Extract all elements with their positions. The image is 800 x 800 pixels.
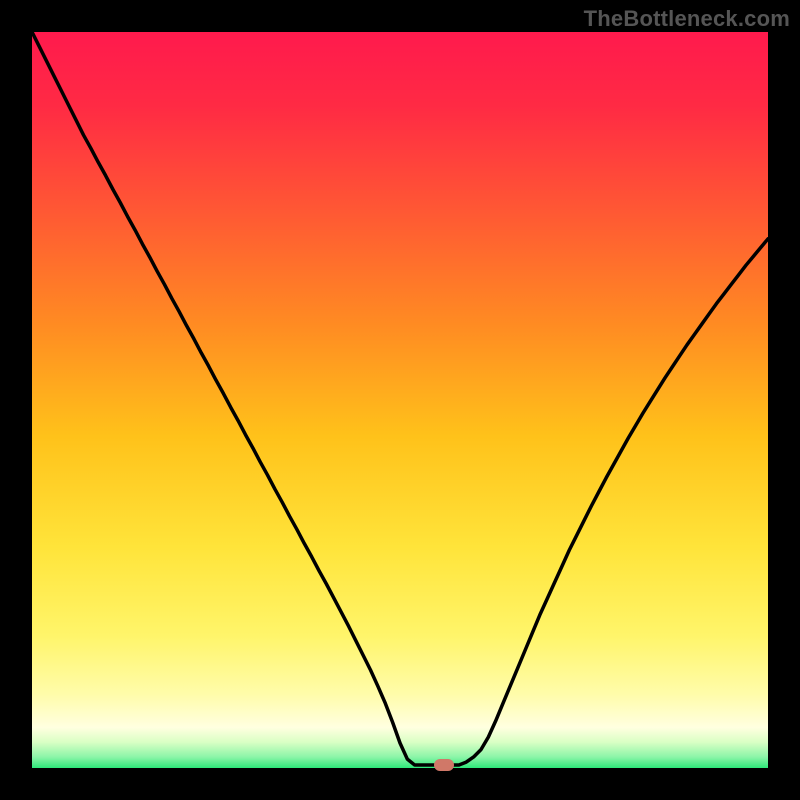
plot-area bbox=[32, 32, 768, 768]
chart-frame: TheBottleneck.com bbox=[0, 0, 800, 800]
minimum-marker bbox=[434, 759, 454, 771]
bottleneck-curve bbox=[32, 32, 768, 768]
watermark-text: TheBottleneck.com bbox=[584, 6, 790, 32]
